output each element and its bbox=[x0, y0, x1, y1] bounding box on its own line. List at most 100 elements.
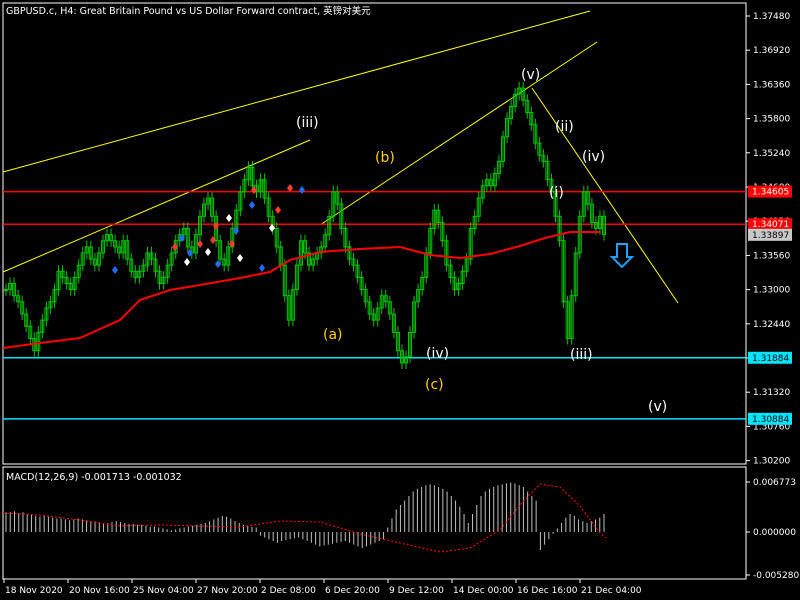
candle-body bbox=[573, 252, 578, 297]
candle-body bbox=[505, 118, 510, 138]
candle-body bbox=[266, 197, 271, 217]
candle-body bbox=[351, 258, 356, 266]
fractal-marker bbox=[226, 214, 232, 222]
candle-body bbox=[96, 252, 101, 266]
candle-body bbox=[185, 228, 190, 248]
macd-tick-label: 0.006773 bbox=[753, 478, 796, 488]
candle-body bbox=[387, 301, 392, 315]
fractal-marker bbox=[184, 258, 190, 266]
candle-body bbox=[444, 240, 449, 266]
candle-body bbox=[250, 166, 255, 187]
candle-body bbox=[145, 252, 150, 266]
candle-body bbox=[294, 264, 299, 291]
chart-title: GBPUSD.c, H4: Great Britain Pound vs US … bbox=[6, 5, 371, 17]
wave-label-v-target: (v) bbox=[648, 399, 667, 415]
candle-body bbox=[420, 276, 425, 291]
descending-trend-line bbox=[531, 87, 679, 304]
candle-body bbox=[331, 191, 336, 217]
candle-body bbox=[72, 276, 77, 291]
candle-body bbox=[226, 246, 231, 266]
price-highlight-box bbox=[748, 412, 792, 425]
fractal-marker bbox=[237, 254, 243, 262]
candle-body bbox=[488, 179, 493, 187]
price-tick-label: 1.35800 bbox=[753, 115, 790, 125]
candle-body bbox=[545, 160, 550, 181]
candle-body bbox=[88, 246, 93, 260]
candle-body bbox=[222, 258, 227, 266]
candle-body bbox=[460, 270, 465, 284]
fractal-marker bbox=[215, 260, 221, 268]
candle-body bbox=[347, 246, 352, 260]
candle-body bbox=[4, 289, 8, 292]
candle-body bbox=[383, 295, 388, 303]
time-tick-label: 2 Dec 08:00 bbox=[261, 586, 316, 596]
candle-body bbox=[129, 258, 134, 272]
price-tick-label: 1.33000 bbox=[753, 286, 790, 296]
candle-body bbox=[428, 228, 433, 254]
candle-body bbox=[20, 301, 25, 315]
candle-body bbox=[16, 295, 21, 303]
time-axis: 18 Nov 2020 20 Nov 16:00 25 Nov 04:00 27 No… bbox=[3, 579, 642, 596]
candle-body bbox=[52, 289, 57, 303]
candle-body bbox=[165, 264, 170, 278]
candle-body bbox=[181, 228, 186, 236]
price-highlight-box bbox=[748, 351, 792, 364]
candle-body bbox=[60, 270, 65, 278]
candle-body bbox=[242, 179, 247, 193]
candle-body bbox=[537, 142, 542, 156]
price-highlight-label: 1.34605 bbox=[752, 188, 789, 198]
candle-body bbox=[238, 191, 243, 211]
candle-body bbox=[100, 240, 105, 254]
candle-body bbox=[28, 325, 33, 339]
candle-body bbox=[327, 215, 332, 236]
candle-body bbox=[404, 356, 409, 364]
candle-body bbox=[303, 240, 307, 254]
price-highlight-label: 1.31884 bbox=[752, 354, 789, 364]
time-tick-label: 6 Dec 20:00 bbox=[325, 586, 380, 596]
candle-body bbox=[335, 191, 340, 205]
fractal-marker bbox=[187, 249, 193, 257]
moving-average-line bbox=[2, 231, 600, 349]
fractal-marker bbox=[275, 206, 281, 214]
candle-body bbox=[529, 111, 534, 126]
time-tick-label: 18 Nov 2020 bbox=[5, 586, 63, 596]
candle-body bbox=[246, 166, 251, 181]
fractal-marker bbox=[299, 186, 305, 194]
candle-body bbox=[412, 301, 417, 333]
candle-body bbox=[323, 234, 328, 248]
candle-body bbox=[440, 221, 445, 242]
candle-body bbox=[319, 246, 324, 254]
candle-body bbox=[395, 331, 400, 352]
candle-body bbox=[513, 93, 518, 107]
candle-body bbox=[64, 276, 69, 284]
price-panel-frame bbox=[2, 2, 747, 465]
candle-body bbox=[44, 307, 49, 321]
candle-body bbox=[80, 252, 85, 266]
horizontal-levels bbox=[3, 190, 746, 420]
candle-body bbox=[117, 246, 122, 254]
candle-body bbox=[448, 264, 453, 278]
candle-body bbox=[553, 191, 558, 217]
candle-body bbox=[581, 191, 586, 217]
candle-body bbox=[472, 215, 477, 230]
candle-body bbox=[496, 160, 501, 175]
time-tick-label: 14 Dec 00:00 bbox=[453, 586, 514, 596]
candle-body bbox=[561, 240, 566, 303]
price-tick-label: 1.36920 bbox=[753, 46, 790, 56]
price-highlight-box bbox=[748, 228, 792, 241]
candle-body bbox=[432, 209, 437, 230]
candle-body bbox=[525, 99, 530, 113]
candle-body bbox=[206, 197, 211, 205]
candle-body bbox=[149, 252, 154, 260]
candle-body bbox=[286, 295, 291, 321]
fractal-marker bbox=[251, 186, 257, 194]
candle-body bbox=[24, 313, 29, 327]
wave-label-iii: (iii) bbox=[296, 115, 319, 131]
fractal-marker bbox=[179, 234, 185, 242]
fractal-marker bbox=[269, 224, 275, 232]
candle-body bbox=[201, 203, 206, 217]
candle-body bbox=[36, 331, 41, 352]
candle-body bbox=[367, 301, 372, 315]
